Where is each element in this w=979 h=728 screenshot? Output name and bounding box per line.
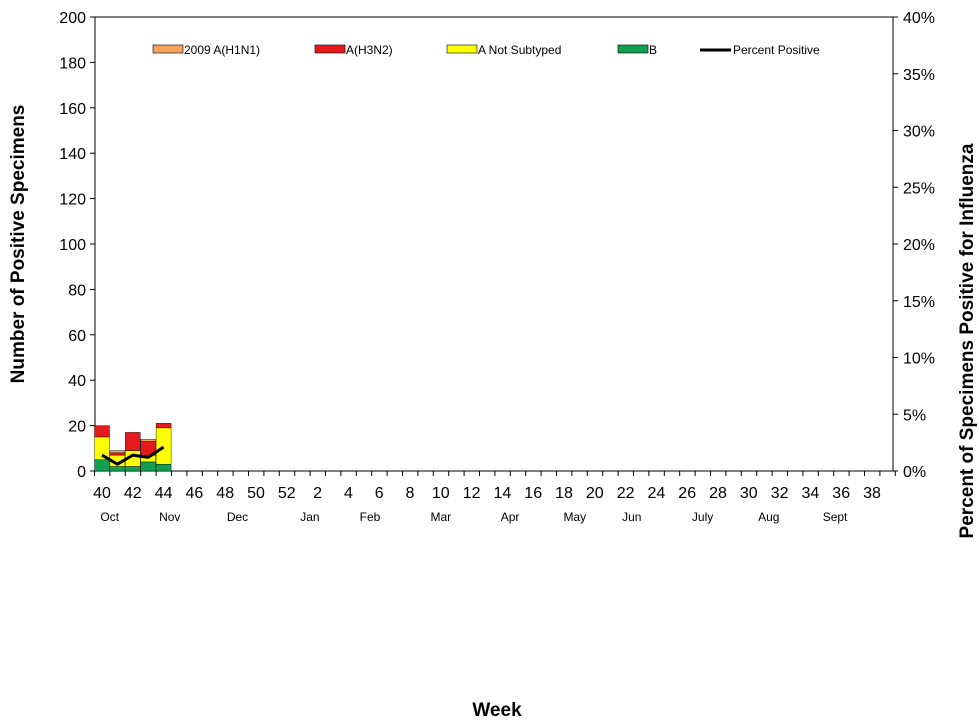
x-tick-label: 6 bbox=[375, 485, 384, 502]
y-tick-label: 60 bbox=[68, 328, 86, 345]
x-tick-label: 36 bbox=[832, 485, 850, 502]
month-label: Jun bbox=[622, 510, 641, 524]
x-tick-label: 48 bbox=[216, 485, 234, 502]
x-axis-title: Week bbox=[472, 700, 522, 721]
y-tick-label: 180 bbox=[59, 55, 86, 72]
x-tick-label: 10 bbox=[432, 485, 450, 502]
legend-label: Percent Positive bbox=[733, 43, 820, 57]
x-tick-label: 30 bbox=[740, 485, 758, 502]
bar-segment bbox=[94, 425, 110, 438]
x-tick-label: 22 bbox=[617, 485, 635, 502]
y2-tick-label: 40% bbox=[903, 10, 935, 27]
x-tick-label: 28 bbox=[709, 485, 727, 502]
percent-positive-line bbox=[101, 445, 165, 466]
plot-frame bbox=[94, 16, 894, 472]
legend-swatch bbox=[617, 44, 649, 54]
bar-segment bbox=[140, 461, 156, 472]
month-label: Jan bbox=[300, 510, 319, 524]
month-label: Nov bbox=[159, 510, 180, 524]
month-label: May bbox=[563, 510, 586, 524]
y2-tick-label: 5% bbox=[903, 407, 926, 424]
y2-tick-label: 30% bbox=[903, 124, 935, 141]
month-label: Apr bbox=[501, 510, 520, 524]
bar-segment bbox=[155, 463, 172, 472]
x-tick-label: 8 bbox=[406, 485, 415, 502]
month-label: Mar bbox=[430, 510, 451, 524]
x-tick-label: 16 bbox=[524, 485, 542, 502]
y-tick-label: 120 bbox=[59, 192, 86, 209]
x-tick-label: 44 bbox=[155, 485, 173, 502]
x-tick-label: 42 bbox=[124, 485, 142, 502]
legend-label: A(H3N2) bbox=[346, 43, 393, 57]
x-tick-label: 20 bbox=[586, 485, 604, 502]
month-label: Aug bbox=[758, 510, 779, 524]
legend-label: A Not Subtyped bbox=[478, 43, 561, 57]
y2-axis-title: Percent of Specimens Positive for Influe… bbox=[957, 143, 978, 538]
x-tick-label: 32 bbox=[771, 485, 789, 502]
y-tick-label: 160 bbox=[59, 101, 86, 118]
y-tick-label: 20 bbox=[68, 419, 86, 436]
y-tick-label: 80 bbox=[68, 282, 86, 299]
x-tick-label: 18 bbox=[555, 485, 573, 502]
x-tick-label: 46 bbox=[186, 485, 204, 502]
y2-tick-label: 15% bbox=[903, 294, 935, 311]
x-tick-label: 52 bbox=[278, 485, 296, 502]
month-label: Oct bbox=[100, 510, 119, 524]
y-tick-label: 0 bbox=[77, 464, 86, 481]
bar-segment bbox=[155, 427, 172, 465]
x-tick-label: 40 bbox=[93, 485, 111, 502]
bar-segment bbox=[125, 466, 141, 472]
bar-segment bbox=[155, 423, 172, 429]
x-tick-label: 2 bbox=[313, 485, 322, 502]
month-label: Feb bbox=[360, 510, 381, 524]
legend-label: B bbox=[649, 43, 657, 57]
y2-tick-label: 10% bbox=[903, 351, 935, 368]
x-tick-label: 38 bbox=[863, 485, 881, 502]
month-label: July bbox=[692, 510, 713, 524]
y2-tick-label: 35% bbox=[903, 67, 935, 84]
legend-label: 2009 A(H1N1) bbox=[184, 43, 260, 57]
y2-tick-label: 20% bbox=[903, 237, 935, 254]
y2-tick-label: 25% bbox=[903, 180, 935, 197]
bar-segment bbox=[109, 466, 126, 472]
bar-segment bbox=[94, 459, 110, 472]
bar-segment bbox=[109, 452, 126, 456]
x-tick-label: 26 bbox=[678, 485, 696, 502]
y2-tick-label: 0% bbox=[903, 464, 926, 481]
y-tick-label: 100 bbox=[59, 237, 86, 254]
y-tick-label: 140 bbox=[59, 146, 86, 163]
y-tick-label: 40 bbox=[68, 373, 86, 390]
bar-segment bbox=[109, 450, 126, 454]
x-tick-label: 12 bbox=[463, 485, 481, 502]
y-axis-title: Number of Positive Specimens bbox=[8, 105, 29, 384]
y-tick-label: 200 bbox=[59, 10, 86, 27]
bar-segment bbox=[125, 432, 141, 451]
month-label: Dec bbox=[227, 510, 248, 524]
x-tick-label: 14 bbox=[494, 485, 512, 502]
x-tick-label: 4 bbox=[344, 485, 353, 502]
x-tick-label: 24 bbox=[648, 485, 666, 502]
month-label: Sept bbox=[823, 510, 848, 524]
legend-swatch bbox=[446, 44, 478, 54]
legend-swatch bbox=[314, 44, 346, 54]
x-tick-label: 50 bbox=[247, 485, 265, 502]
bar-segment bbox=[140, 439, 156, 442]
x-tick-label: 34 bbox=[802, 485, 820, 502]
legend-swatch bbox=[152, 44, 184, 54]
